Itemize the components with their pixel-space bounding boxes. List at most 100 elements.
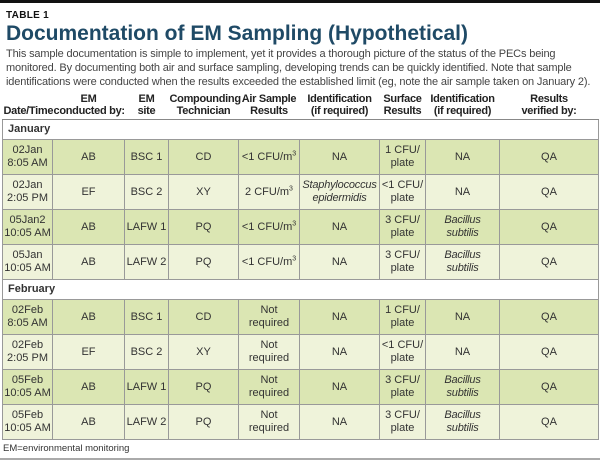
table-description: This sample documentation is simple to i… xyxy=(6,48,591,88)
cell-text: AB xyxy=(81,310,96,323)
table-cell: NA xyxy=(299,139,380,175)
table-cell: QA xyxy=(499,139,599,175)
cell-text: QA xyxy=(541,380,557,393)
table-cell: NA xyxy=(299,209,380,245)
cell-text: LAFW 2 xyxy=(126,255,167,268)
header-line: Technician xyxy=(176,105,231,117)
table-cell: AB xyxy=(52,404,125,440)
cell-text: NA xyxy=(331,345,348,358)
cell-text: 02Jan xyxy=(12,179,43,191)
table-row: 05Feb 10:05 AM AB LAFW 2 PQ Not required NA 3 CF… xyxy=(2,404,599,440)
table-cell: BSC 1 xyxy=(124,299,169,335)
cell-text: QA xyxy=(541,255,557,268)
cell-text: plate xyxy=(390,387,415,399)
month-label: February xyxy=(2,279,599,300)
cell-text: AB xyxy=(81,415,96,428)
table-cell: <1 CFU/m3 xyxy=(238,209,300,245)
cell-text: Bacillus xyxy=(444,214,481,226)
header-line: Results xyxy=(383,105,422,117)
cell-text: <1 CFU/m xyxy=(241,150,293,163)
column-header: Identification (if required) xyxy=(425,93,500,120)
table-cell: PQ xyxy=(168,404,239,440)
cell-text: required xyxy=(248,422,290,434)
table-row: 02Jan 2:05 PM EF BSC 2 XY 2 CFU/m3 Staphylococ… xyxy=(2,174,599,210)
table-cell: CD xyxy=(168,139,239,175)
cell-text: plate xyxy=(390,227,415,239)
header-line: Identification xyxy=(430,93,495,105)
table-cell: EF xyxy=(52,174,125,210)
cell-text: QA xyxy=(541,345,557,358)
header-line: Results xyxy=(250,105,288,117)
cell-text: BSC 2 xyxy=(130,185,163,198)
cell-text: EF xyxy=(81,185,96,198)
table-cell: BSC 2 xyxy=(124,174,169,210)
superscript: 3 xyxy=(292,219,297,227)
cell-text: 10:05 AM xyxy=(4,422,51,434)
header-line: Compounding xyxy=(169,93,242,105)
table-cell: Bacillus subtilis xyxy=(425,244,500,280)
cell-text: LAFW 1 xyxy=(126,380,167,393)
cell-text: Staphylococcus xyxy=(302,179,377,191)
table-cell: 2 CFU/m3 xyxy=(238,174,300,210)
cell-text: NA xyxy=(331,380,348,393)
header-line: Surface xyxy=(383,93,422,105)
table-cell: NA xyxy=(425,139,500,175)
cell-text: subtilis xyxy=(446,422,479,434)
cell-text: <1 CFU/m xyxy=(241,255,293,268)
cell-text: PQ xyxy=(195,255,212,268)
cell-text: NA xyxy=(331,150,348,163)
cell-text: QA xyxy=(541,220,557,233)
table-title: Documentation of EM Sampling (Hypothetic… xyxy=(6,22,469,45)
cell-text: BSC 1 xyxy=(130,310,163,323)
column-header: EM site xyxy=(124,93,169,120)
column-header: Results verified by: xyxy=(499,93,599,120)
cell-text: 2:05 PM xyxy=(7,352,48,364)
table-cell: QA xyxy=(499,209,599,245)
table-row: 02Jan 8:05 AM AB BSC 1 CD <1 CFU/m3 NA 1 CFU/pl… xyxy=(2,139,599,175)
table-cell: Bacillus subtilis xyxy=(425,369,500,405)
cell-text: QA xyxy=(541,185,557,198)
header-line: verified by: xyxy=(521,105,577,117)
table-row: 05Jan2 10:05 AM AB LAFW 1 PQ <1 CFU/m3 NA 3 CFU… xyxy=(2,209,599,245)
table-cell: Bacillus subtilis xyxy=(425,209,500,245)
cell-text: 3 CFU/ xyxy=(385,249,420,261)
cell-text: 10:05 AM xyxy=(4,387,51,399)
cell-text: PQ xyxy=(195,380,212,393)
em-sampling-table: Date/Time EM conducted by: EM site Compoundin… xyxy=(2,93,599,440)
table-cell: QA xyxy=(499,334,599,370)
table-cell: QA xyxy=(499,369,599,405)
table-cell: 05Feb 10:05 AM xyxy=(2,404,53,440)
cell-text: AB xyxy=(81,150,96,163)
cell-text: Not xyxy=(260,304,278,316)
cell-text: AB xyxy=(81,220,96,233)
table-cell: 05Feb 10:05 AM xyxy=(2,369,53,405)
cell-text: NA xyxy=(331,310,348,323)
cell-text: Not xyxy=(260,339,278,351)
cell-text: Bacillus xyxy=(444,374,481,386)
table-cell: 1 CFU/plate xyxy=(379,299,426,335)
cell-text: plate xyxy=(390,422,415,434)
cell-text: required xyxy=(248,352,290,364)
cell-text: 05Feb xyxy=(11,374,44,386)
month-label: January xyxy=(2,119,599,140)
header-line: EM xyxy=(138,93,155,105)
table-cell: 3 CFU/plate xyxy=(379,244,426,280)
column-header: Date/Time xyxy=(2,93,53,120)
top-rule xyxy=(0,0,600,3)
table-cell: 1 CFU/plate xyxy=(379,139,426,175)
header-line: conducted by: xyxy=(53,105,126,117)
table-cell: AB xyxy=(52,369,125,405)
cell-text: PQ xyxy=(195,220,212,233)
table-cell: Not required xyxy=(238,369,300,405)
table-cell: NA xyxy=(299,404,380,440)
table-cell: NA xyxy=(299,244,380,280)
table-cell: NA xyxy=(299,334,380,370)
cell-text: Not xyxy=(260,374,278,386)
table-cell: CD xyxy=(168,299,239,335)
header-line: site xyxy=(137,105,156,117)
cell-text: 05Jan xyxy=(12,249,43,261)
table-cell: 05Jan2 10:05 AM xyxy=(2,209,53,245)
cell-text: NA xyxy=(454,185,471,198)
cell-text: 10:05 AM xyxy=(4,262,51,274)
